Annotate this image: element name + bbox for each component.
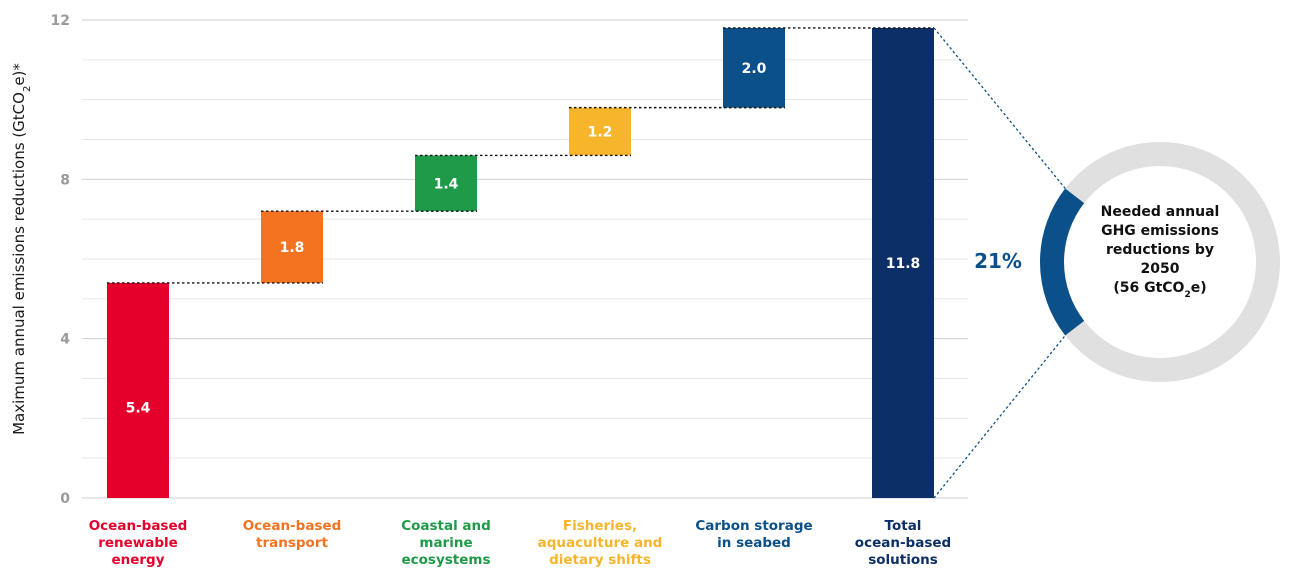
bar-value-label: 1.8 xyxy=(280,240,305,256)
y-tick-label: 12 xyxy=(51,13,70,29)
donut-center-label: Needed annual GHG emissions reductions by 2… xyxy=(1101,204,1220,300)
category-label: Carbon storage in seabed xyxy=(695,518,812,551)
y-tick-label: 4 xyxy=(60,332,70,348)
bar-value-label: 11.8 xyxy=(886,256,921,272)
category-label: Ocean-based transport xyxy=(243,518,342,551)
bar-value-label: 2.0 xyxy=(742,61,767,77)
y-tick-label: 8 xyxy=(60,172,70,188)
guide-line-top xyxy=(933,27,1066,189)
bar-value-label: 1.2 xyxy=(588,125,613,141)
category-label: Ocean-based renewable energy xyxy=(89,518,188,568)
bar xyxy=(569,107,631,156)
category-label: Coastal and marine ecosystems xyxy=(401,518,491,568)
bar-value-label: 1.4 xyxy=(434,176,459,192)
bar xyxy=(415,155,477,212)
guide-line-bottom xyxy=(933,335,1066,499)
bar xyxy=(107,282,169,498)
bar-value-label: 5.4 xyxy=(126,401,151,417)
y-axis-label: Maximum annual emissions reductions (GtC… xyxy=(10,63,33,435)
category-label: Total ocean-based solutions xyxy=(855,518,951,568)
donut-segment xyxy=(1040,188,1085,336)
category-label: Fisheries, aquaculture and dietary shifts xyxy=(538,518,663,568)
y-tick-label: 0 xyxy=(60,491,70,507)
bar xyxy=(872,27,934,498)
bar xyxy=(723,27,785,108)
bar xyxy=(261,211,323,283)
donut-percent-label: 21% xyxy=(974,249,1022,273)
